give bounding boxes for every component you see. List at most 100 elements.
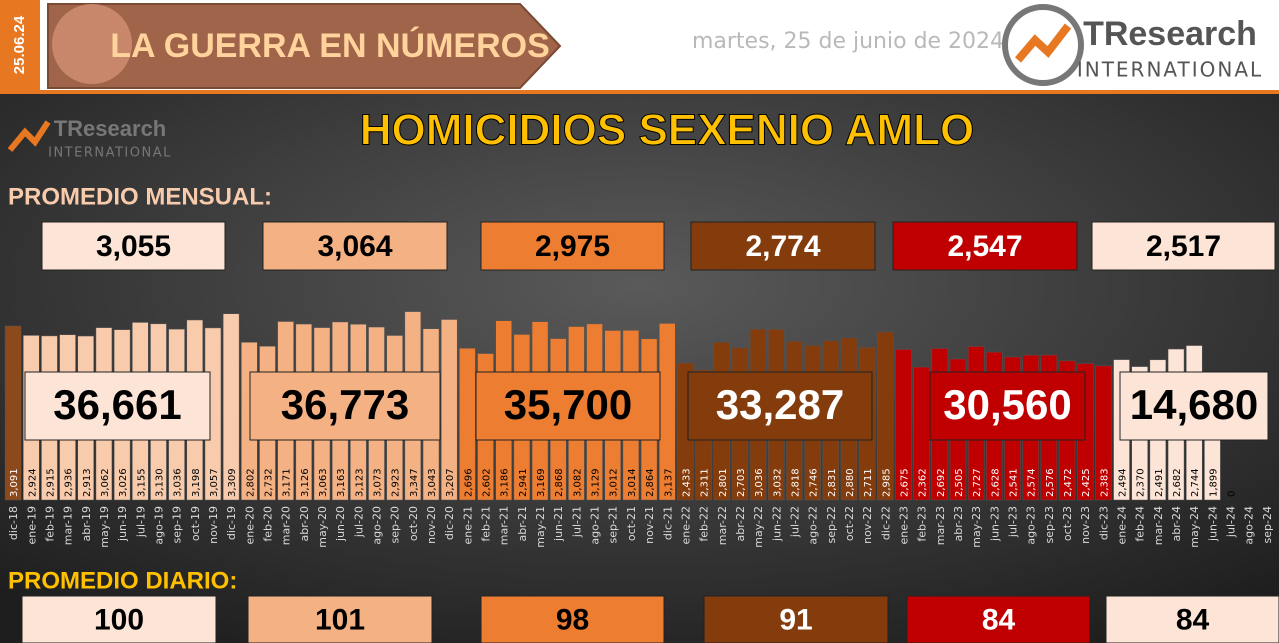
value-label: 2,696 bbox=[463, 468, 474, 497]
x-tick-label: oct-23 bbox=[1061, 506, 1074, 541]
daily-average-box bbox=[703, 595, 889, 643]
x-tick-label: sep-23 bbox=[1043, 506, 1056, 543]
value-label: 3,198 bbox=[191, 468, 202, 497]
value-label: 3,036 bbox=[173, 468, 184, 497]
x-tick-label: mar-23 bbox=[934, 506, 947, 545]
value-label: 3,186 bbox=[500, 468, 511, 497]
x-tick-label: feb-19 bbox=[43, 506, 56, 542]
value-label: 3,036 bbox=[754, 468, 765, 497]
value-label: 2,913 bbox=[82, 468, 93, 497]
x-tick-label: ene-19 bbox=[25, 506, 38, 544]
value-label: 2,491 bbox=[1154, 468, 1165, 497]
period-total: 36,773 bbox=[281, 381, 409, 428]
value-label: 2,541 bbox=[1009, 468, 1020, 497]
x-tick-label: oct-19 bbox=[189, 506, 202, 541]
monthly-average: 2,517 bbox=[1146, 230, 1221, 263]
bar bbox=[1095, 365, 1112, 501]
banner-text: LA GUERRA EN NÚMEROS bbox=[110, 27, 550, 65]
value-label: 2,370 bbox=[1136, 468, 1147, 497]
period-total-box bbox=[687, 371, 873, 441]
x-tick-label: dic-18 bbox=[7, 506, 20, 540]
value-label: 3,063 bbox=[318, 468, 329, 497]
x-tick-label: ago-21 bbox=[589, 506, 602, 545]
value-label: 2,744 bbox=[1190, 468, 1201, 497]
x-tick-label: dic-19 bbox=[225, 506, 238, 540]
x-tick-label: jun-19 bbox=[116, 506, 129, 542]
logo-sub-small: INTERNATIONAL bbox=[48, 146, 172, 161]
bar bbox=[222, 313, 240, 501]
daily-average: 91 bbox=[779, 603, 812, 636]
x-tick-label: ago-20 bbox=[371, 506, 384, 545]
value-label: 2,675 bbox=[899, 468, 910, 497]
value-label: 2,936 bbox=[64, 468, 75, 497]
x-tick-label: may-24 bbox=[1188, 506, 1201, 548]
x-tick-label: nov-21 bbox=[643, 506, 656, 544]
monthly-heading: PROMEDIO MENSUAL: bbox=[8, 183, 272, 210]
x-tick-label: jun-22 bbox=[770, 506, 783, 542]
x-tick-label: nov-23 bbox=[1079, 506, 1092, 544]
x-tick-label: nov-20 bbox=[425, 506, 438, 544]
value-label: 1,899 bbox=[1208, 468, 1219, 497]
x-tick-label: abr-22 bbox=[734, 506, 747, 542]
period-total-box bbox=[929, 371, 1086, 441]
value-label: 2,727 bbox=[972, 468, 983, 497]
value-label: 3,032 bbox=[772, 468, 783, 497]
daily-average: 98 bbox=[556, 603, 589, 636]
bar bbox=[4, 325, 22, 501]
x-tick-label: dic-23 bbox=[1097, 506, 1110, 540]
x-tick-label: jul-19 bbox=[134, 506, 147, 538]
value-label: 3,026 bbox=[118, 468, 129, 497]
value-label: 2,692 bbox=[936, 468, 947, 497]
x-tick-label: feb-21 bbox=[480, 506, 493, 542]
period-total-box bbox=[24, 371, 211, 441]
x-tick-label: sep-20 bbox=[389, 506, 402, 543]
x-tick-label: sep-24 bbox=[1261, 506, 1274, 543]
x-tick-label: feb-20 bbox=[261, 506, 274, 542]
x-tick-label: ago-19 bbox=[152, 506, 165, 545]
value-label: 2,915 bbox=[45, 468, 56, 497]
logo-ring bbox=[1002, 4, 1084, 86]
banner-icon bbox=[52, 4, 132, 84]
x-tick-label: oct-20 bbox=[407, 506, 420, 541]
bar bbox=[877, 331, 894, 501]
value-label: 2,682 bbox=[1172, 468, 1183, 497]
x-tick-label: ago-24 bbox=[1243, 506, 1256, 545]
period-total: 14,680 bbox=[1130, 381, 1258, 428]
value-label: 2,576 bbox=[1045, 468, 1056, 497]
logo-main: TResearch bbox=[1083, 15, 1257, 53]
value-label: 3,137 bbox=[663, 468, 674, 497]
value-label: 3,169 bbox=[536, 468, 547, 497]
value-label: 2,505 bbox=[954, 468, 965, 497]
daily-average-box bbox=[906, 595, 1091, 643]
x-tick-label: nov-19 bbox=[207, 506, 220, 544]
x-tick-label: abr-23 bbox=[952, 506, 965, 542]
value-label: 2,868 bbox=[554, 468, 565, 497]
value-label: 0 bbox=[1227, 491, 1238, 497]
x-tick-label: sep-21 bbox=[607, 506, 620, 543]
x-tick-label: sep-19 bbox=[171, 506, 184, 543]
x-tick-label: ene-23 bbox=[897, 506, 910, 544]
monthly-average: 2,774 bbox=[745, 230, 820, 263]
x-tick-label: ago-22 bbox=[807, 506, 820, 545]
value-label: 2,472 bbox=[1063, 468, 1074, 497]
value-label: 2,985 bbox=[881, 468, 892, 497]
date-tag-bg bbox=[0, 0, 40, 90]
value-label: 2,311 bbox=[700, 468, 711, 497]
value-label: 3,126 bbox=[300, 468, 311, 497]
x-tick-label: ago-23 bbox=[1025, 506, 1038, 545]
x-tick-label: jul-23 bbox=[1007, 506, 1020, 538]
value-label: 2,574 bbox=[1027, 468, 1038, 497]
value-label: 3,073 bbox=[373, 468, 384, 497]
value-label: 2,923 bbox=[391, 468, 402, 497]
value-label: 3,043 bbox=[427, 468, 438, 497]
value-label: 2,746 bbox=[809, 468, 820, 497]
x-tick-label: ene-24 bbox=[1116, 506, 1129, 544]
monthly-average-box bbox=[41, 221, 226, 271]
monthly-average-box bbox=[892, 221, 1078, 271]
value-label: 3,347 bbox=[409, 468, 420, 497]
value-label: 2,818 bbox=[790, 468, 801, 497]
x-tick-label: feb-22 bbox=[698, 506, 711, 542]
x-tick-label: abr-24 bbox=[1170, 506, 1183, 542]
x-tick-label: feb-23 bbox=[916, 506, 929, 542]
